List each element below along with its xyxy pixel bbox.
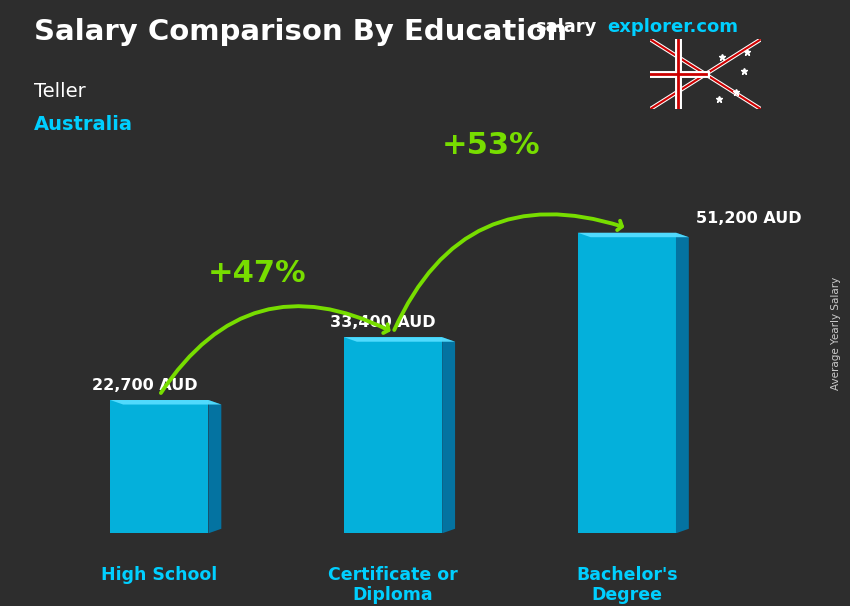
- Polygon shape: [344, 337, 455, 342]
- Text: Australia: Australia: [34, 115, 133, 134]
- Polygon shape: [344, 337, 442, 533]
- Text: Salary Comparison By Education: Salary Comparison By Education: [34, 18, 567, 46]
- Text: Teller: Teller: [34, 82, 86, 101]
- Text: Certificate or
Diploma: Certificate or Diploma: [328, 565, 458, 604]
- Text: High School: High School: [101, 565, 218, 584]
- Polygon shape: [208, 400, 221, 533]
- Text: +47%: +47%: [208, 259, 307, 288]
- Text: Bachelor's
Degree: Bachelor's Degree: [576, 565, 677, 604]
- Text: explorer.com: explorer.com: [608, 18, 739, 36]
- Polygon shape: [578, 233, 676, 533]
- Text: +53%: +53%: [442, 132, 541, 161]
- Text: salary: salary: [536, 18, 597, 36]
- Polygon shape: [442, 337, 455, 533]
- Text: 33,400 AUD: 33,400 AUD: [330, 315, 436, 330]
- Polygon shape: [676, 233, 688, 533]
- Text: Average Yearly Salary: Average Yearly Salary: [830, 277, 841, 390]
- Text: 51,200 AUD: 51,200 AUD: [696, 211, 802, 225]
- Polygon shape: [578, 233, 688, 237]
- Polygon shape: [110, 400, 221, 405]
- Text: 22,700 AUD: 22,700 AUD: [92, 378, 197, 393]
- Polygon shape: [110, 400, 208, 533]
